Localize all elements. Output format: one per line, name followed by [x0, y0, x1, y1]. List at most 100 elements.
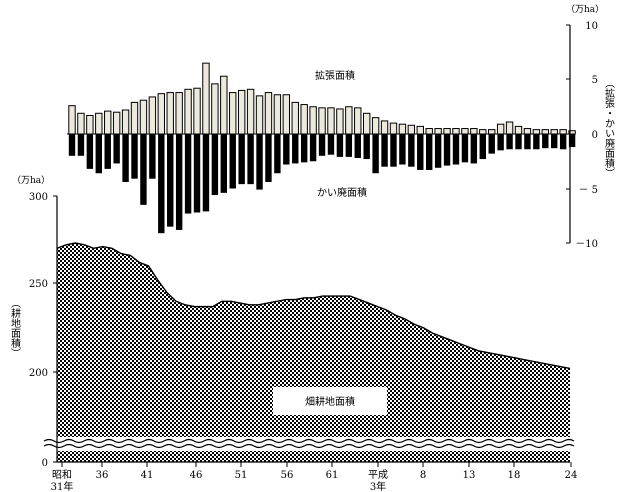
abandonment-bar — [149, 134, 156, 179]
x-tick-label: 13 — [463, 470, 476, 481]
expansion-bar — [237, 89, 246, 135]
area-fill — [57, 243, 570, 462]
abandonment-bar — [202, 134, 210, 212]
expansion-bar — [175, 92, 183, 135]
x-tick-label: 46 — [190, 470, 203, 481]
abandonment-bar — [381, 134, 388, 167]
expansion-bar — [220, 75, 228, 135]
abandonment-bar — [461, 134, 469, 163]
abandonment-bar — [568, 134, 576, 148]
expansion-bar — [452, 128, 460, 135]
abandonment-bar — [488, 134, 495, 154]
expansion-bar — [398, 123, 407, 135]
abandonment-bar — [452, 134, 460, 165]
abandonment-bar — [417, 134, 424, 170]
expansion-bar — [229, 92, 237, 135]
expansion-bar — [327, 107, 335, 135]
expansion-bar — [559, 129, 567, 135]
abandonment-bar — [354, 134, 361, 158]
x-tick-label: 36 — [96, 470, 109, 481]
abandonment-bar — [497, 134, 504, 151]
expansion-bar — [211, 83, 219, 135]
expansion-bar — [184, 88, 192, 135]
expansion-bar — [488, 129, 496, 135]
abandonment-bar — [158, 134, 165, 234]
right-tick-label: 10 — [585, 21, 598, 32]
expansion-bar — [264, 92, 273, 135]
left-tick-label: 200 — [29, 368, 48, 379]
left-axis-unit: （万ha） — [12, 175, 50, 186]
abandonment-bar — [300, 134, 308, 163]
expansion-bar — [416, 125, 424, 135]
abandonment-bar — [533, 134, 540, 150]
right-axis-label: （拡張・かい廃面積） — [603, 78, 615, 178]
abandonment-bar — [167, 134, 174, 227]
abandonment-bar — [372, 134, 379, 174]
x-tick-label: 61 — [326, 470, 339, 481]
expansion-bar — [300, 104, 308, 135]
abandonment-bar — [247, 134, 254, 185]
abandonment-bar — [122, 134, 129, 182]
x-tick-label: 18 — [508, 470, 521, 481]
expansion-bar — [121, 109, 130, 135]
expansion-bar — [496, 123, 505, 135]
expansion-bar — [318, 107, 326, 135]
abandonment-bar — [524, 134, 531, 150]
abandonment-bar — [77, 134, 85, 156]
expansion-bar — [354, 107, 362, 135]
expansion-bar — [104, 110, 112, 135]
expansion-bar — [95, 112, 103, 135]
abandonment-bar — [390, 134, 397, 167]
abandonment-bar — [140, 134, 147, 205]
area-layer — [56, 242, 571, 462]
area-label-box — [273, 387, 387, 415]
abandonment-bar — [184, 134, 192, 214]
expansion-bar — [130, 101, 139, 135]
expansion-bar — [86, 114, 94, 135]
expansion-bar — [273, 94, 282, 135]
expansion-label: 拡張面積 — [315, 69, 355, 82]
abandonment-bar — [327, 134, 335, 155]
abandonment-bar — [542, 134, 549, 149]
x-tick-label: 8 — [420, 470, 426, 481]
expansion-bar — [407, 124, 416, 135]
expansion-bar — [371, 117, 380, 135]
x-tick-label: 56 — [281, 470, 294, 481]
abandonment-bar — [336, 134, 344, 157]
expansion-bar — [362, 112, 371, 135]
abandonment-bar — [408, 134, 415, 167]
expansion-bar — [202, 62, 210, 135]
expansion-bar — [77, 112, 85, 135]
expansion-bar — [550, 129, 558, 135]
abandonment-bar — [309, 134, 317, 162]
right-tick-label: 0 — [592, 130, 598, 141]
expansion-bar — [470, 128, 478, 135]
x-tick-label: 3年 — [370, 480, 386, 492]
abandonment-bar — [86, 134, 94, 169]
abandonment-bar — [265, 134, 272, 182]
right-axis-ticks: 10 5 0 － 5 －10 — [566, 21, 598, 250]
left-tick-label: 250 — [29, 279, 48, 290]
abandonment-bar — [229, 134, 236, 189]
abandonment-bar — [470, 134, 478, 164]
expansion-bar — [505, 121, 514, 135]
expansion-bar — [309, 106, 317, 135]
axis-break-wave-top — [43, 438, 575, 444]
abandonment-bar — [211, 134, 219, 196]
expansion-bar — [425, 128, 433, 135]
right-tick-label: －10 — [575, 239, 598, 250]
expansion-bar — [282, 94, 291, 135]
x-tick-label: 51 — [235, 470, 248, 481]
abandonment-bar — [515, 134, 522, 150]
expansion-bar — [523, 128, 532, 135]
area-line — [56, 242, 571, 370]
expansion-bar — [139, 99, 148, 135]
abandonment-bar — [345, 134, 353, 157]
abandonment-bar — [506, 134, 513, 150]
abandonment-bar — [443, 134, 451, 166]
expansion-bar — [166, 92, 174, 135]
left-axis-ticks: 300 250 200 0 — [29, 192, 57, 469]
x-tick-label: 24 — [565, 470, 578, 481]
